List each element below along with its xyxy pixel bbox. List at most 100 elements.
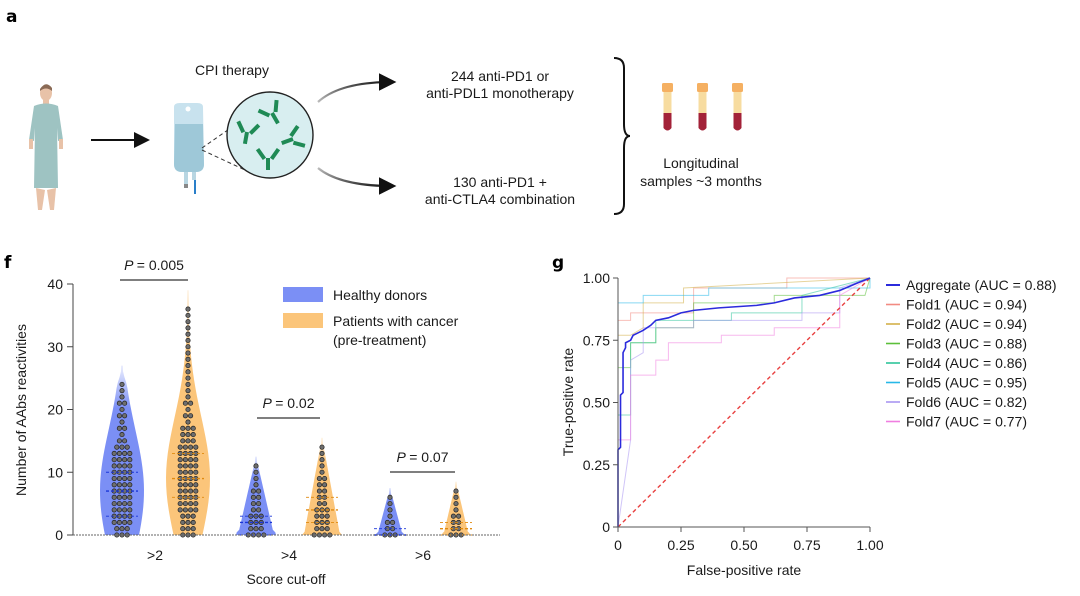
- data-point: [122, 494, 128, 500]
- data-point: [185, 425, 191, 431]
- data-point: [188, 507, 194, 513]
- data-point: [182, 413, 188, 419]
- data-point: [127, 450, 133, 456]
- data-point: [322, 488, 328, 494]
- data-point: [319, 526, 325, 532]
- data-point: [253, 469, 259, 475]
- data-point: [185, 306, 191, 312]
- data-point: [119, 526, 125, 532]
- legend-swatch: [283, 287, 323, 302]
- x-tick-label: 0.25: [667, 537, 694, 553]
- data-point: [116, 463, 122, 469]
- y-axis-title: True-positive rate: [560, 348, 576, 457]
- branch-top-line1: 244 anti-PD1 or: [451, 68, 549, 84]
- therapy-title: CPI therapy: [195, 62, 269, 78]
- data-point: [256, 507, 262, 513]
- branch-bottom-line2: anti-CTLA4 combination: [425, 191, 575, 207]
- data-point: [193, 463, 199, 469]
- panel-f-violin-chart: f 0 10 20 30 40 >2 >4 >6 Score cut-off Number of …: [4, 253, 500, 587]
- y-tick-label: 0: [602, 519, 610, 535]
- data-point: [119, 381, 125, 387]
- data-point: [190, 425, 196, 431]
- data-point: [188, 400, 194, 406]
- branch-top-line2: anti-PDL1 monotherapy: [426, 85, 574, 101]
- data-point: [182, 482, 188, 488]
- data-point: [453, 488, 459, 494]
- data-point: [185, 432, 191, 438]
- data-point: [316, 501, 322, 507]
- data-point: [387, 501, 393, 507]
- legend-label: Fold4 (AUC = 0.86): [906, 355, 1027, 371]
- data-point: [185, 526, 191, 532]
- curly-brace: [613, 57, 631, 215]
- iv-bag-icon: [174, 103, 246, 194]
- data-point: [119, 432, 125, 438]
- x-tick-label: 0.75: [793, 537, 820, 553]
- data-point: [180, 432, 186, 438]
- data-point: [185, 312, 191, 318]
- data-point: [185, 363, 191, 369]
- data-point: [314, 526, 320, 532]
- data-point: [256, 488, 262, 494]
- data-point: [453, 507, 459, 513]
- data-point: [116, 400, 122, 406]
- violin-cancer-1: [302, 437, 342, 535]
- data-point: [319, 450, 325, 456]
- data-point: [387, 507, 393, 513]
- data-point: [116, 519, 122, 526]
- data-point: [124, 526, 130, 532]
- data-point: [193, 507, 199, 513]
- violin-legend: Healthy donors Patients with cancer (pre-t…: [283, 287, 459, 348]
- data-point: [324, 526, 330, 532]
- data-point: [122, 501, 128, 507]
- data-point: [182, 444, 188, 450]
- legend-label: Fold7 (AUC = 0.77): [906, 414, 1027, 430]
- legend-label: Aggregate (AUC = 0.88): [906, 277, 1057, 293]
- data-point: [116, 450, 122, 456]
- data-point: [185, 375, 191, 381]
- data-point: [456, 513, 462, 519]
- data-point: [185, 438, 191, 444]
- violin-axes: 0 10 20 30 40 >2 >4 >6 Score cut-off Number of AA…: [13, 257, 500, 587]
- data-point: [185, 388, 191, 394]
- pvalue-symbol: P: [262, 395, 275, 411]
- data-point: [185, 344, 191, 350]
- data-point: [116, 501, 122, 507]
- data-point: [256, 494, 262, 500]
- data-point: [116, 482, 122, 488]
- pvalue-value: = 0.005: [137, 257, 184, 273]
- pvalue-label: P = 0.02: [262, 395, 314, 411]
- data-point: [119, 406, 125, 413]
- data-point: [387, 513, 393, 519]
- data-point: [111, 482, 117, 488]
- data-point: [185, 381, 191, 387]
- data-point: [111, 501, 117, 507]
- data-point: [122, 519, 128, 526]
- y-tick-label: 20: [47, 402, 63, 418]
- pvalue-label: P = 0.005: [124, 257, 184, 273]
- data-point: [185, 369, 191, 375]
- panel-label-g: g: [552, 253, 564, 273]
- y-tick-label: 0: [55, 527, 63, 543]
- data-point: [122, 463, 128, 469]
- pvalue-label: P = 0.07: [396, 449, 448, 465]
- data-point: [316, 482, 322, 488]
- data-point: [250, 507, 256, 513]
- legend-swatch: [283, 313, 323, 328]
- data-point: [111, 519, 117, 526]
- branch-bottom-line1: 130 anti-PD1 +: [453, 174, 547, 190]
- data-point: [116, 507, 122, 513]
- data-point: [119, 419, 125, 425]
- y-tick-label: 0.75: [583, 332, 610, 348]
- data-point: [111, 475, 117, 482]
- data-point: [182, 463, 188, 469]
- data-point: [127, 475, 133, 482]
- samples-line1: Longitudinal: [663, 155, 739, 171]
- data-point: [185, 356, 191, 362]
- data-point: [314, 513, 320, 519]
- data-point: [177, 463, 183, 469]
- data-point: [127, 519, 133, 526]
- panel-a: a CPI therapy: [6, 7, 762, 215]
- data-point: [182, 488, 188, 494]
- data-point: [185, 519, 191, 526]
